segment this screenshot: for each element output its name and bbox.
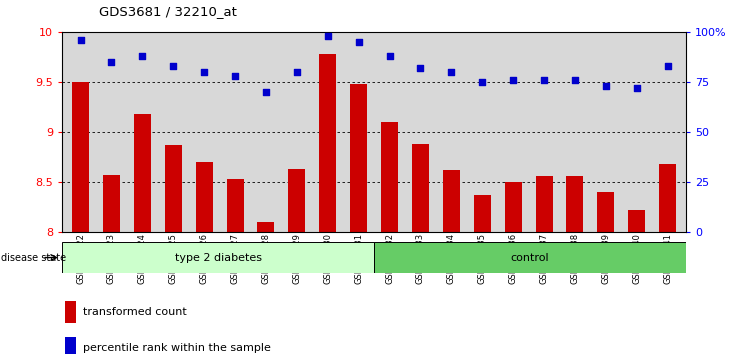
Bar [65, 337, 77, 354]
Point [353, 39, 364, 45]
Bar [443, 170, 460, 232]
Bar [597, 192, 615, 232]
Bar [258, 222, 274, 232]
Bar [381, 122, 398, 232]
Point [662, 63, 674, 69]
Point [600, 83, 612, 89]
Bar [72, 82, 89, 232]
Bar [659, 164, 676, 232]
Text: disease state: disease state [1, 252, 66, 263]
Bar [412, 144, 429, 232]
Point [507, 77, 519, 83]
Point [229, 73, 241, 79]
Bar [374, 242, 686, 273]
Point [415, 65, 426, 71]
Text: percentile rank within the sample: percentile rank within the sample [82, 343, 271, 353]
Bar [196, 162, 212, 232]
Bar [62, 242, 374, 273]
Bar [65, 301, 77, 323]
Bar [319, 54, 337, 232]
Point [384, 53, 396, 59]
Point [167, 63, 179, 69]
Text: type 2 diabetes: type 2 diabetes [174, 252, 261, 263]
Point [137, 53, 148, 59]
Point [631, 85, 642, 91]
Point [445, 69, 457, 75]
Point [106, 59, 118, 65]
Point [74, 37, 86, 43]
Point [260, 89, 272, 95]
Bar [103, 175, 120, 232]
Bar [226, 179, 244, 232]
Point [477, 79, 488, 85]
Text: control: control [511, 252, 550, 263]
Bar [566, 176, 583, 232]
Bar [629, 210, 645, 232]
Bar [504, 182, 522, 232]
Bar [165, 145, 182, 232]
Bar [536, 176, 553, 232]
Text: transformed count: transformed count [82, 307, 186, 317]
Point [322, 33, 334, 39]
Bar [474, 195, 491, 232]
Point [538, 77, 550, 83]
Point [199, 69, 210, 75]
Bar [350, 84, 367, 232]
Text: GDS3681 / 32210_at: GDS3681 / 32210_at [99, 5, 237, 18]
Point [291, 69, 303, 75]
Bar [134, 114, 151, 232]
Point [569, 77, 581, 83]
Bar [288, 169, 305, 232]
